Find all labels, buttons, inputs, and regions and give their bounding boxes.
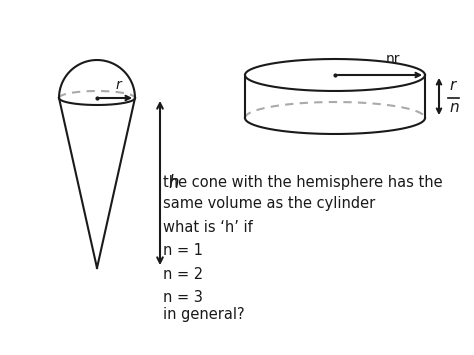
Text: what is ‘h’ if
n = 1
n = 2
n = 3: what is ‘h’ if n = 1 n = 2 n = 3	[163, 220, 253, 305]
Text: in general?: in general?	[163, 307, 245, 322]
Text: h: h	[168, 174, 179, 192]
Text: r: r	[449, 77, 455, 93]
Text: n: n	[449, 99, 459, 115]
Text: r: r	[115, 78, 121, 92]
Text: nr: nr	[386, 52, 401, 66]
Text: the cone with the hemisphere has the
same volume as the cylinder: the cone with the hemisphere has the sam…	[163, 175, 443, 211]
